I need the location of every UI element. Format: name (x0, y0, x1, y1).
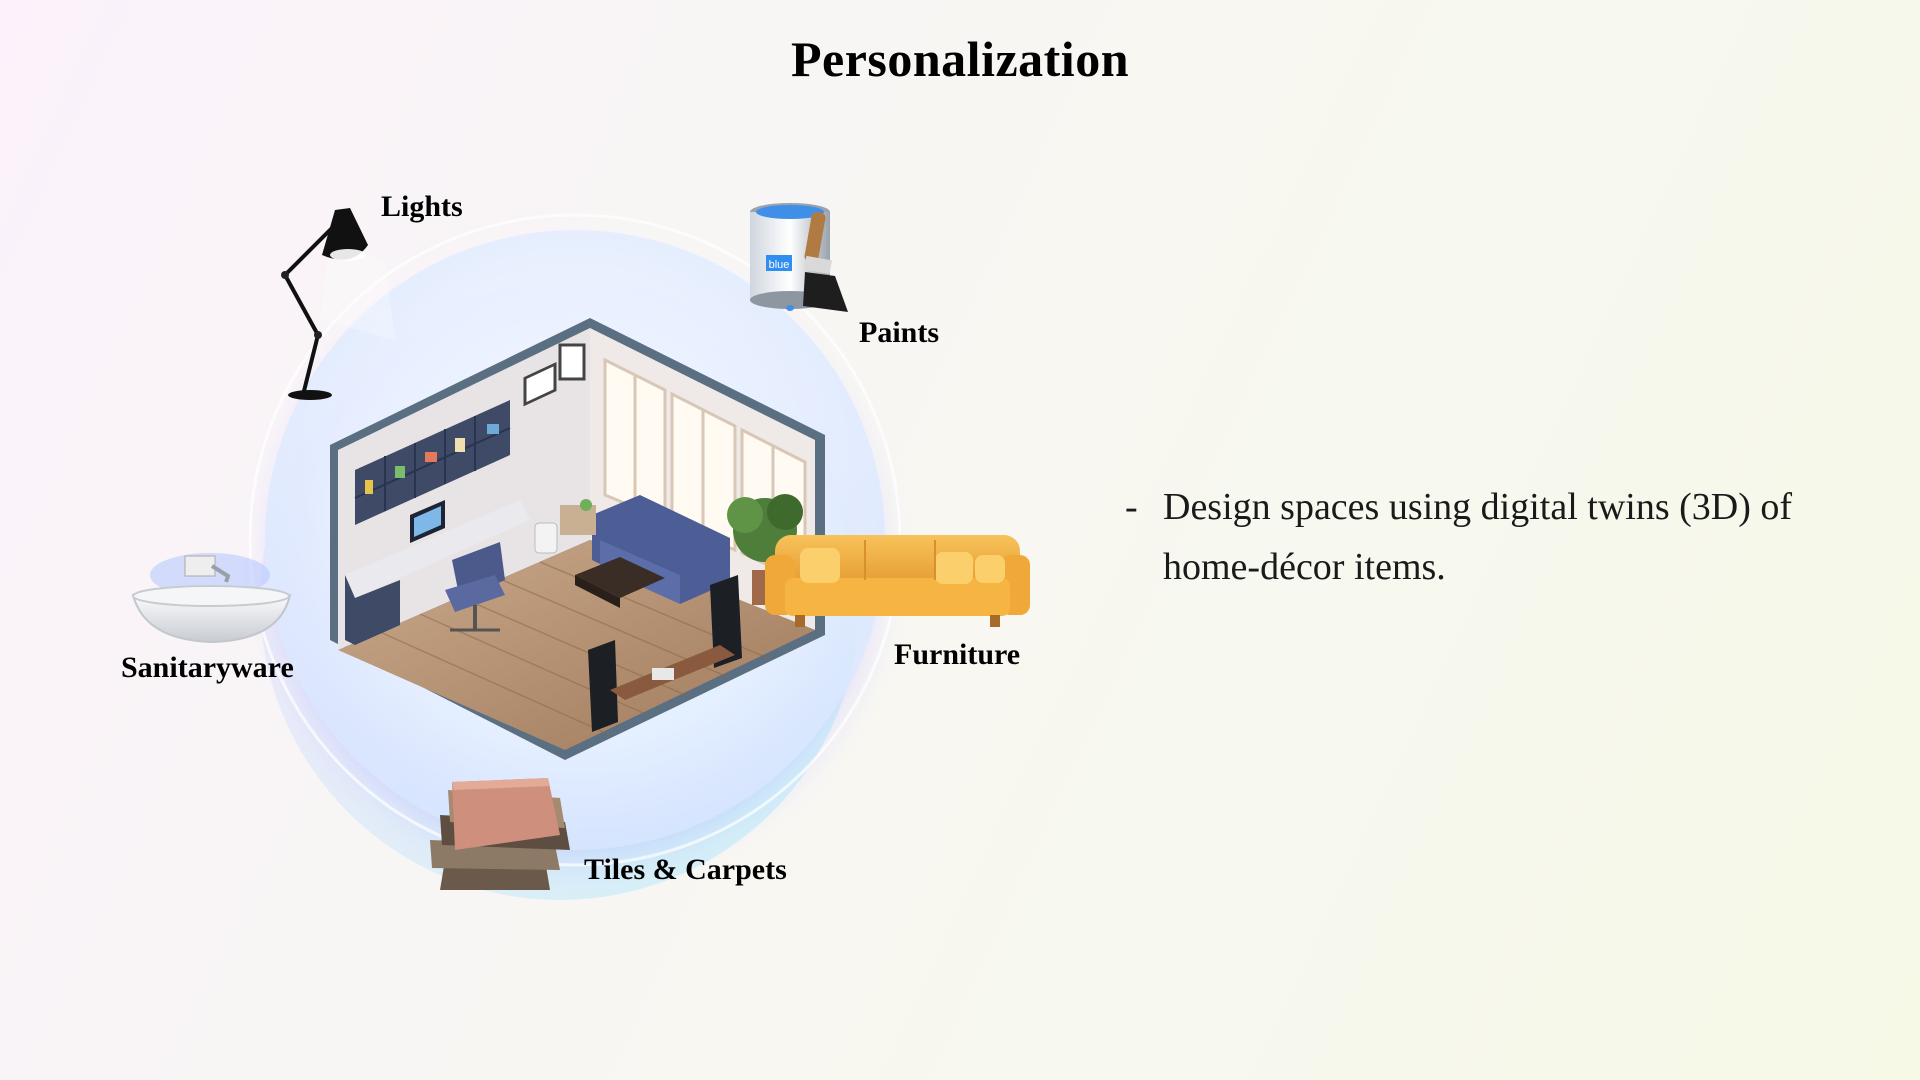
paint-can-label: blue (769, 259, 790, 271)
slide-title: Personalization (790, 31, 1130, 87)
tiles-stack-icon (430, 778, 570, 890)
category-label-sanitaryware: Sanitaryware (121, 651, 294, 684)
category-label-furniture: Furniture (894, 638, 1021, 671)
lamp-icon (281, 208, 395, 400)
paintbrush-icon (803, 211, 848, 312)
sofa-icon (765, 535, 1030, 627)
bullet-text: Design spaces using digital twins (3D) o… (1163, 486, 1793, 588)
bathtub-icon (131, 553, 292, 644)
category-label-paints: Paints (859, 316, 940, 349)
category-label-lights: Lights (381, 190, 463, 223)
room-illustration (330, 318, 825, 760)
bullet-marker: - (1125, 486, 1138, 528)
category-label-tiles-carpets: Tiles & Carpets (584, 853, 787, 886)
